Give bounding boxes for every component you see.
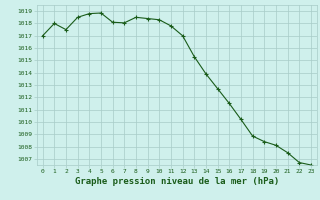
X-axis label: Graphe pression niveau de la mer (hPa): Graphe pression niveau de la mer (hPa) (75, 177, 279, 186)
